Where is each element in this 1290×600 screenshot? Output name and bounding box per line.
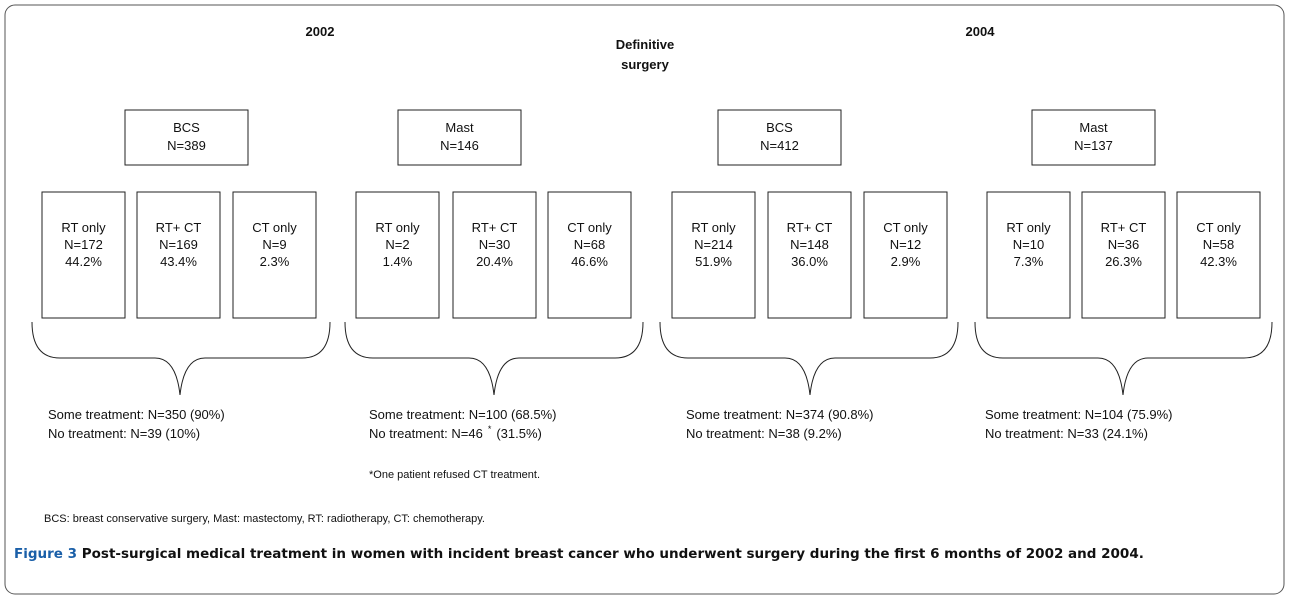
footnote: *One patient refused CT treatment. (369, 469, 540, 481)
figure-border (4, 4, 1285, 595)
surgery-label: Mast (445, 120, 474, 135)
treatment-text: N=10 (1013, 237, 1044, 252)
treatment-text: 26.3% (1105, 254, 1142, 269)
summary-none: No treatment: N=46 * (31.5%) (369, 424, 542, 441)
treatment-text: 1.4% (383, 254, 413, 269)
surgery-box (397, 109, 522, 166)
treatment-text: CT only (1196, 220, 1241, 235)
center-label: Definitive (616, 37, 675, 52)
treatment-box (547, 191, 632, 319)
treatment-text: N=9 (262, 237, 286, 252)
brace (31, 321, 331, 396)
treatment-box (671, 191, 756, 319)
surgery-box (124, 109, 249, 166)
surgery-n: N=146 (440, 138, 479, 153)
treatment-box (232, 191, 317, 319)
treatment-text: N=58 (1203, 237, 1234, 252)
summary-none-rest: (31.5%) (496, 426, 542, 441)
surgery-n: N=389 (167, 138, 206, 153)
treatment-text: N=169 (159, 237, 198, 252)
treatment-text: RT only (375, 220, 420, 235)
treatment-text: CT only (252, 220, 297, 235)
center-label: surgery (621, 57, 669, 72)
treatment-text: 44.2% (65, 254, 102, 269)
treatment-text: RT only (61, 220, 106, 235)
treatment-box (41, 191, 126, 319)
treatment-box (1176, 191, 1261, 319)
summary-none: No treatment: N=33 (24.1%) (985, 426, 1148, 441)
surgery-box (1031, 109, 1156, 166)
surgery-label: BCS (173, 120, 200, 135)
treatment-text: RT+ CT (787, 220, 833, 235)
treatment-text: N=2 (385, 237, 409, 252)
treatment-text: N=12 (890, 237, 921, 252)
summary-none-text: No treatment: N=38 (9.2%) (686, 426, 842, 441)
treatment-text: RT+ CT (156, 220, 202, 235)
treatment-box (863, 191, 948, 319)
surgery-n: N=137 (1074, 138, 1113, 153)
treatment-box (136, 191, 221, 319)
year-label: 2004 (966, 24, 996, 39)
caption-text: Post-surgical medical treatment in women… (81, 546, 1144, 562)
brace (344, 321, 644, 396)
summary-none-text: No treatment: N=46 (369, 426, 483, 441)
treatment-text: N=214 (694, 237, 733, 252)
treatment-text: 2.9% (891, 254, 921, 269)
treatment-text: 2.3% (260, 254, 290, 269)
treatment-text: N=36 (1108, 237, 1139, 252)
treatment-text: RT+ CT (472, 220, 518, 235)
footnote-mark: * (488, 424, 492, 434)
treatment-text: RT+ CT (1101, 220, 1147, 235)
treatment-box (986, 191, 1071, 319)
surgery-n: N=412 (760, 138, 799, 153)
summary-some: Some treatment: N=104 (75.9%) (985, 407, 1173, 422)
treatment-text: CT only (883, 220, 928, 235)
surgery-box (717, 109, 842, 166)
treatment-text: 42.3% (1200, 254, 1237, 269)
treatment-text: CT only (567, 220, 612, 235)
treatment-box (355, 191, 440, 319)
summary-some: Some treatment: N=374 (90.8%) (686, 407, 874, 422)
treatment-text: N=68 (574, 237, 605, 252)
treatment-box (1081, 191, 1166, 319)
summary-none: No treatment: N=39 (10%) (48, 426, 200, 441)
summary-none-text: No treatment: N=33 (24.1%) (985, 426, 1148, 441)
caption: Figure 3 Post-surgical medical treatment… (14, 542, 1276, 566)
year-label: 2002 (306, 24, 335, 39)
summary-some: Some treatment: N=350 (90%) (48, 407, 225, 422)
treatment-box (452, 191, 537, 319)
treatment-box (767, 191, 852, 319)
treatment-text: 20.4% (476, 254, 513, 269)
treatment-text: 43.4% (160, 254, 197, 269)
surgery-label: BCS (766, 120, 793, 135)
treatment-text: N=172 (64, 237, 103, 252)
brace (659, 321, 959, 396)
treatment-text: N=30 (479, 237, 510, 252)
treatment-text: 7.3% (1014, 254, 1044, 269)
caption-label: Figure 3 (14, 546, 78, 562)
summary-none: No treatment: N=38 (9.2%) (686, 426, 842, 441)
treatment-text: N=148 (790, 237, 829, 252)
summary-none-text: No treatment: N=39 (10%) (48, 426, 200, 441)
treatment-text: RT only (1006, 220, 1051, 235)
surgery-label: Mast (1079, 120, 1108, 135)
treatment-text: 36.0% (791, 254, 828, 269)
treatment-text: RT only (691, 220, 736, 235)
treatment-text: 46.6% (571, 254, 608, 269)
summary-some: Some treatment: N=100 (68.5%) (369, 407, 557, 422)
abbreviations: BCS: breast conservative surgery, Mast: … (44, 513, 485, 525)
treatment-text: 51.9% (695, 254, 732, 269)
brace (974, 321, 1273, 396)
